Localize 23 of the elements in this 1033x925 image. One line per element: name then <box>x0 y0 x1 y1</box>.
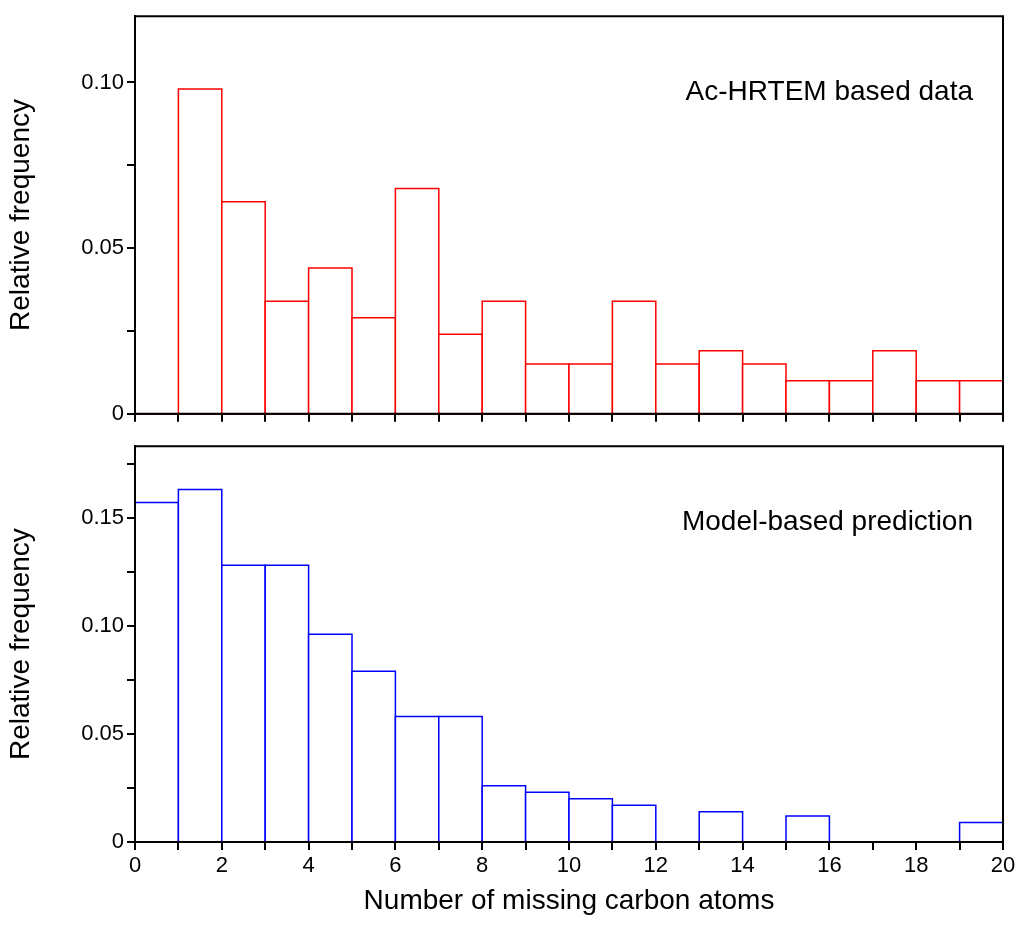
y-axis-title: Relative frequency <box>3 99 35 331</box>
x-tick-label: 8 <box>476 852 489 878</box>
x-tick-label: 12 <box>643 852 669 878</box>
y-tick-label: 0 <box>111 828 124 854</box>
x-tick-label: 16 <box>817 852 842 878</box>
y-tick-label: 0.05 <box>81 234 124 260</box>
x-tick-label: 20 <box>990 852 1016 878</box>
x-tick-label: 18 <box>903 852 929 878</box>
y-tick-label: 0.05 <box>81 719 124 745</box>
x-tick-label: 10 <box>556 852 582 878</box>
y-tick-label: 0 <box>111 399 124 425</box>
y-axis-title: Relative frequency <box>3 528 35 761</box>
x-tick-label: 4 <box>302 852 315 878</box>
y-tick-label: 0.10 <box>81 68 124 94</box>
x-tick-label: 2 <box>215 852 228 878</box>
y-tick-label: 0.15 <box>81 503 124 529</box>
x-tick-label: 6 <box>389 852 402 878</box>
annotation: Ac-HRTEM based data <box>685 74 974 106</box>
x-tick-label: 14 <box>730 852 755 878</box>
x-tick-label: 0 <box>128 852 142 878</box>
y-tick-label: 0.10 <box>81 611 124 637</box>
annotation: Model-based prediction <box>681 504 973 536</box>
x-axis-title: Number of missing carbon atoms <box>363 883 775 915</box>
